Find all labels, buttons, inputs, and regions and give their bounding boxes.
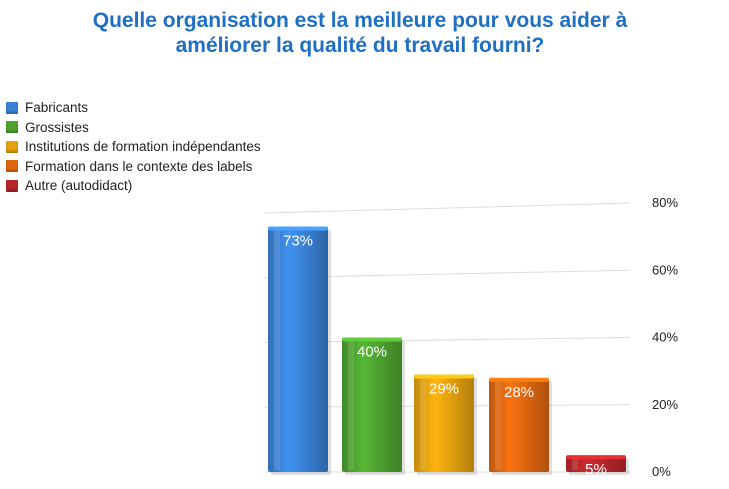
bar-grossistes: [342, 337, 405, 475]
bar-labels: 73% 40% 29% 28% 5%: [283, 233, 607, 479]
bar-value-label: 29%: [429, 380, 459, 397]
bar-value-label: 28%: [504, 384, 534, 401]
legend-swatch: [6, 101, 18, 114]
y-tick-label: 20%: [652, 397, 678, 412]
grid-line: [264, 202, 631, 214]
legend-swatch: [6, 140, 18, 153]
bar-institutions-de-formation-independantes: [414, 374, 477, 475]
legend-swatch: [6, 160, 18, 173]
legend-label: Grossistes: [25, 119, 89, 135]
bar-value-label: 40%: [357, 344, 387, 361]
legend-item-formation-dans-le-contexte-des-labels: Formation dans le contexte des labels: [6, 157, 261, 177]
legend-swatch: [6, 121, 18, 134]
legend-item-autre-autodidact: Autre (autodidact): [6, 176, 261, 196]
y-tick-label: 0%: [652, 464, 671, 479]
bar-fabricants: [268, 226, 331, 475]
legend-item-grossistes: Grossistes: [6, 118, 261, 138]
bar-formation-dans-le-contexte-des-labels: [489, 377, 552, 475]
legend-label: Institutions de formation indépendantes: [25, 139, 261, 155]
bar-value-label: 73%: [283, 233, 313, 250]
legend-label: Autre (autodidact): [25, 178, 133, 194]
bar-value-label: 5%: [585, 461, 607, 478]
legend-label: Fabricants: [25, 100, 89, 116]
y-tick-label: 60%: [652, 262, 678, 277]
legend-swatch: [6, 179, 18, 192]
legend-label: Formation dans le contexte des labels: [25, 158, 253, 174]
legend-item-institutions-de-formation-independantes: Institutions de formation indépendantes: [6, 137, 261, 157]
bars: [268, 226, 629, 475]
bar-autre-autodidact: [566, 455, 629, 475]
legend-item-fabricants: Fabricants: [6, 98, 261, 118]
y-axis-ticks: 0% 20% 40% 60% 80%: [652, 195, 678, 479]
y-tick-label: 40%: [652, 330, 678, 345]
y-tick-label: 80%: [652, 195, 678, 210]
chart-title: Quelle organisation est la meilleure pou…: [92, 9, 628, 57]
legend: Fabricants Grossistes Institutions de form…: [6, 98, 261, 196]
